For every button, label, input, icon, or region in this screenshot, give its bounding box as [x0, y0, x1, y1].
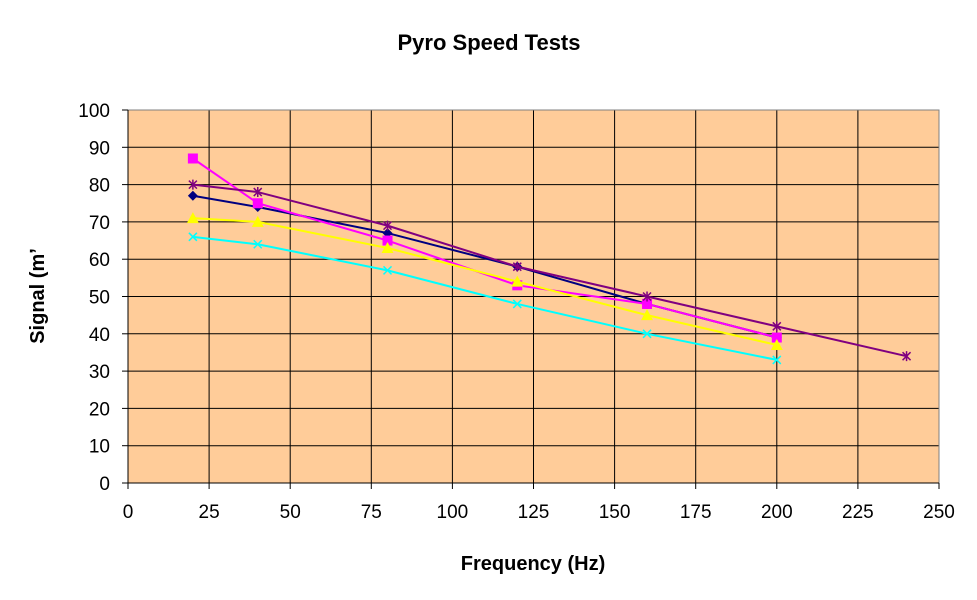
chart-title: Pyro Speed Tests — [398, 30, 581, 55]
data-point — [642, 329, 652, 339]
data-point — [187, 190, 198, 201]
data-point — [251, 215, 264, 227]
data-point — [382, 265, 393, 275]
data-point — [382, 235, 393, 246]
data-point — [253, 239, 263, 249]
x-tick-label: 125 — [518, 502, 550, 523]
series-4 — [188, 232, 782, 365]
data-point — [188, 179, 198, 190]
data-point — [187, 153, 198, 164]
y-tick-label: 80 — [89, 176, 110, 197]
series-group — [186, 153, 912, 365]
series-5 — [188, 179, 912, 362]
data-point — [253, 187, 263, 198]
y-tick-label: 10 — [89, 437, 110, 458]
series-3 — [186, 212, 783, 350]
data-point — [381, 242, 394, 254]
data-point — [772, 355, 782, 365]
data-point — [902, 351, 912, 362]
x-tick-label: 250 — [923, 502, 955, 523]
data-point — [771, 332, 782, 343]
data-point — [382, 220, 393, 231]
series-line — [192, 235, 777, 361]
y-tick-label: 0 — [99, 474, 110, 495]
data-point — [772, 321, 782, 332]
data-point — [642, 291, 652, 302]
y-tick-label: 30 — [89, 362, 110, 383]
x-axis-title: Frequency (Hz) — [461, 553, 605, 575]
data-point — [252, 198, 263, 209]
y-tick-label: 70 — [89, 213, 110, 234]
y-axis-title: Signal (mʼ — [27, 248, 49, 344]
data-point — [188, 232, 198, 242]
data-point — [512, 299, 522, 309]
data-point — [511, 275, 524, 287]
x-tick-label: 150 — [599, 502, 631, 523]
axes: 0 25 50 75 100 125 150 175 200 225 250 0 10 20 30 40 50 6… — [78, 101, 955, 523]
x-tick-label: 175 — [680, 502, 712, 523]
x-tick-label: 50 — [280, 502, 301, 523]
x-tick-label: 0 — [123, 502, 134, 523]
y-tick-label: 60 — [89, 250, 110, 271]
x-tick-label: 100 — [437, 502, 469, 523]
x-tick-label: 225 — [842, 502, 874, 523]
x-tick-label: 200 — [761, 502, 793, 523]
data-point — [642, 298, 653, 309]
data-point — [186, 212, 199, 224]
series-line — [192, 217, 778, 346]
y-tick-label: 90 — [89, 138, 110, 159]
y-tick-label: 20 — [89, 399, 110, 420]
data-point — [641, 309, 654, 321]
data-point — [770, 338, 783, 350]
y-tick-label: 50 — [89, 288, 110, 309]
series-line — [192, 157, 778, 339]
x-tick-label: 25 — [199, 502, 220, 523]
x-tick-label: 75 — [361, 502, 382, 523]
y-tick-label: 100 — [78, 101, 110, 122]
data-point — [512, 261, 522, 272]
y-tick-label: 40 — [89, 325, 110, 346]
